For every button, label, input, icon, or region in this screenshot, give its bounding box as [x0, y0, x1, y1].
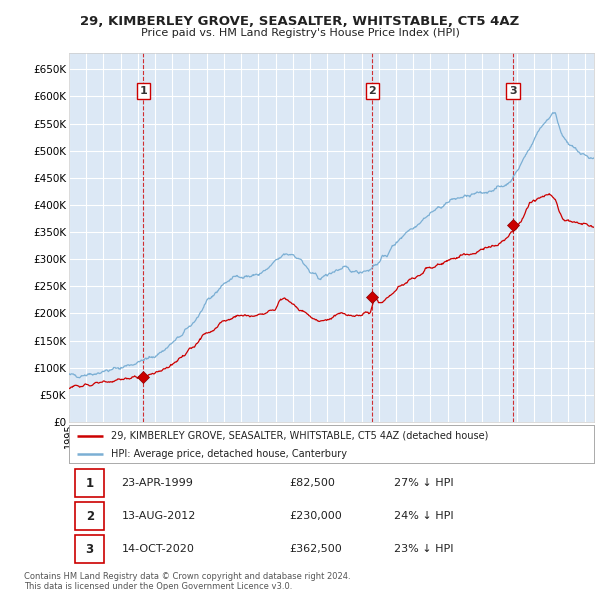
Text: 3: 3	[86, 543, 94, 556]
Text: 23% ↓ HPI: 23% ↓ HPI	[395, 545, 454, 555]
Text: This data is licensed under the Open Government Licence v3.0.: This data is licensed under the Open Gov…	[24, 582, 292, 590]
Text: £82,500: £82,500	[290, 478, 335, 488]
Text: 14-OCT-2020: 14-OCT-2020	[121, 545, 194, 555]
FancyBboxPatch shape	[76, 535, 104, 563]
Text: 3: 3	[509, 86, 517, 96]
Text: 23-APR-1999: 23-APR-1999	[121, 478, 193, 488]
Text: 2: 2	[368, 86, 376, 96]
Text: 29, KIMBERLEY GROVE, SEASALTER, WHITSTABLE, CT5 4AZ (detached house): 29, KIMBERLEY GROVE, SEASALTER, WHITSTAB…	[111, 431, 488, 441]
Text: 1: 1	[86, 477, 94, 490]
Text: HPI: Average price, detached house, Canterbury: HPI: Average price, detached house, Cant…	[111, 448, 347, 458]
Text: Contains HM Land Registry data © Crown copyright and database right 2024.: Contains HM Land Registry data © Crown c…	[24, 572, 350, 581]
Text: 29, KIMBERLEY GROVE, SEASALTER, WHITSTABLE, CT5 4AZ: 29, KIMBERLEY GROVE, SEASALTER, WHITSTAB…	[80, 15, 520, 28]
Text: £362,500: £362,500	[290, 545, 342, 555]
FancyBboxPatch shape	[76, 502, 104, 530]
Text: 1: 1	[139, 86, 147, 96]
Text: 24% ↓ HPI: 24% ↓ HPI	[395, 512, 454, 521]
Text: Price paid vs. HM Land Registry's House Price Index (HPI): Price paid vs. HM Land Registry's House …	[140, 28, 460, 38]
Text: 13-AUG-2012: 13-AUG-2012	[121, 512, 196, 521]
Text: 27% ↓ HPI: 27% ↓ HPI	[395, 478, 454, 488]
Text: £230,000: £230,000	[290, 512, 342, 521]
Text: 2: 2	[86, 510, 94, 523]
FancyBboxPatch shape	[76, 469, 104, 497]
